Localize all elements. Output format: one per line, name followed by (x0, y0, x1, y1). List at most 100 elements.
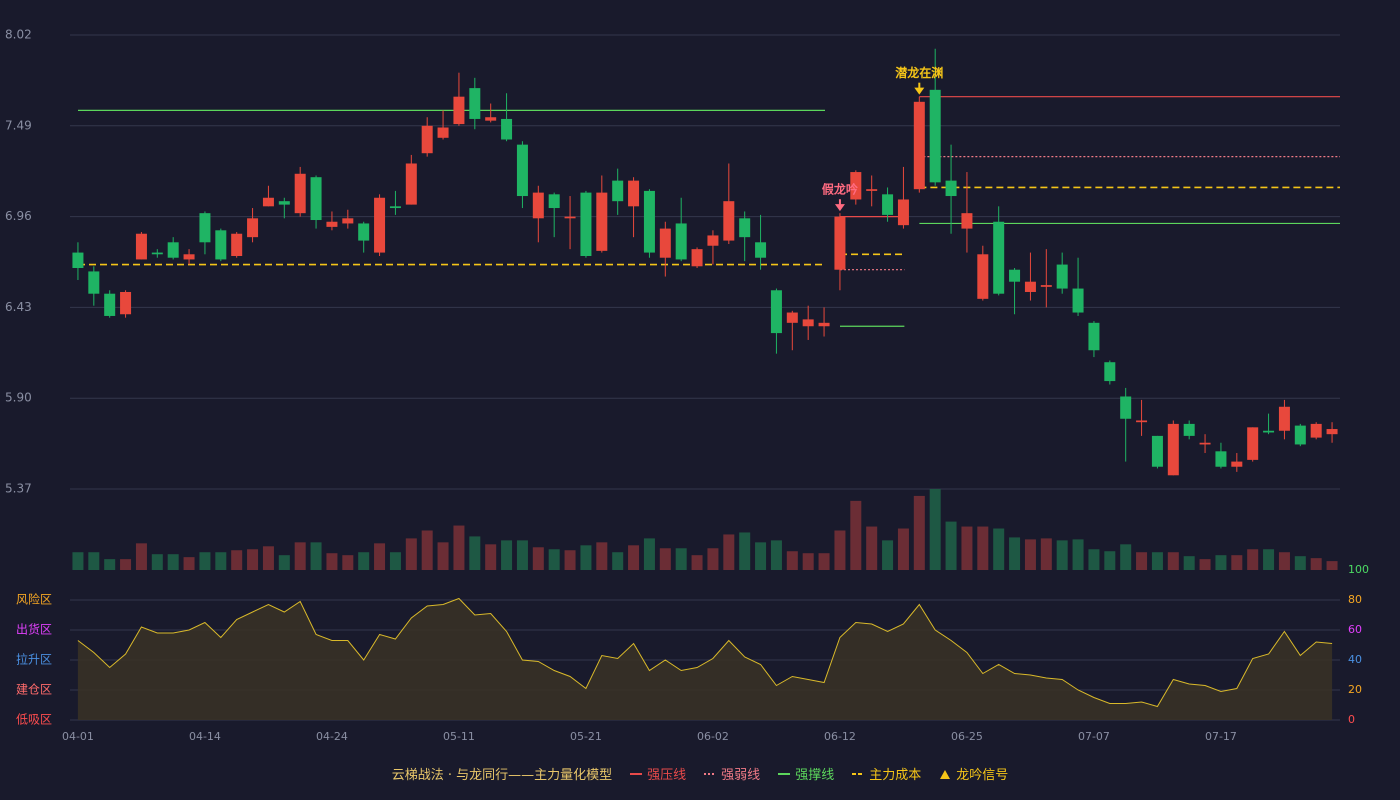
candle-body (215, 230, 227, 260)
candle-body (580, 192, 592, 257)
candle-body (612, 180, 624, 202)
volume-bar (1104, 551, 1116, 570)
signal-arrow (914, 87, 925, 95)
candle-body (389, 206, 401, 209)
volume-bar (913, 495, 925, 570)
volume-bar (691, 555, 703, 570)
y-tick-label: 0 (1348, 713, 1355, 726)
volume-bar (739, 532, 751, 570)
volume-bar (453, 525, 465, 570)
legend-label: 强弱线 (721, 768, 761, 783)
candle-body (104, 293, 116, 316)
candle-body (1294, 425, 1306, 445)
volume-bar (612, 552, 624, 570)
candle-body (516, 144, 528, 197)
volume-bar (643, 538, 655, 570)
legend-label: 龙吟信号 (956, 768, 1009, 783)
volume-bar (72, 552, 84, 570)
candle-body (1120, 396, 1132, 419)
candle-body (1151, 435, 1163, 467)
volume-bar (469, 536, 481, 570)
candle-body (1104, 362, 1116, 382)
volume-bar (882, 540, 894, 570)
legend-symbol (940, 769, 951, 779)
legend-item: 强撑线 (778, 764, 834, 783)
candle-body (247, 218, 259, 238)
candle-body (199, 213, 211, 243)
volume-bar (389, 552, 401, 570)
candle-body (151, 252, 163, 255)
legend-symbol (852, 772, 865, 775)
candle-body (596, 192, 608, 251)
candle-body (1326, 429, 1338, 435)
volume-bar (294, 542, 306, 570)
candle-body (1072, 288, 1084, 313)
candle-body (453, 96, 465, 125)
candle-body (802, 319, 814, 327)
candle-body (707, 235, 719, 246)
signal-label: 潜龙在渊 (895, 65, 943, 80)
volume-bar (485, 544, 497, 570)
volume-bar (723, 534, 735, 570)
volume-bar (167, 554, 179, 570)
x-tick-label: 04-01 (62, 730, 94, 743)
x-tick-label: 06-02 (697, 730, 729, 743)
candle-body (1040, 285, 1052, 287)
candle-body (278, 201, 290, 205)
y-tick-label: 80 (1348, 593, 1362, 606)
candle-body (691, 249, 703, 267)
volume-bar (231, 550, 243, 570)
x-tick-label: 05-11 (443, 730, 475, 743)
volume-bar (278, 555, 290, 570)
legend-item: 强压线 (630, 764, 686, 783)
candle-body (834, 216, 846, 270)
candle-body (405, 163, 417, 205)
signal-label: 假龙吟 (822, 182, 858, 197)
candle-body (945, 180, 957, 197)
volume-bar (1294, 556, 1306, 570)
volume-bar (866, 526, 878, 570)
volume-bar (1167, 552, 1179, 570)
legend-item: 龙吟信号 (939, 764, 1008, 783)
candle-body (1183, 423, 1195, 436)
volume-bar (1088, 549, 1100, 570)
candle-body (1136, 420, 1148, 423)
candle-body (1310, 423, 1322, 438)
volume-bar (151, 554, 163, 570)
candle-body (993, 221, 1005, 294)
volume-bar (247, 549, 259, 570)
volume-bar (1278, 552, 1290, 570)
y-tick-label: 6.96 (5, 209, 32, 223)
volume-bar (1040, 538, 1052, 570)
candle-body (675, 223, 687, 260)
volume-bar (659, 548, 671, 570)
candle-body (358, 223, 370, 241)
x-tick-label: 07-17 (1205, 730, 1237, 743)
oscillator-area (77, 598, 1333, 720)
candle-body (850, 172, 862, 200)
candle-body (310, 177, 322, 221)
candle-body (421, 125, 433, 154)
candle-body (786, 312, 798, 323)
candle-body (183, 254, 195, 260)
candle-body (167, 242, 179, 258)
x-tick-label: 06-25 (951, 730, 983, 743)
legend: 云梯战法 · 与龙同行——主力量化模型 强压线 强弱线 强撑线 主力成本 龙吟信号 (0, 764, 1400, 783)
volume-bar (262, 546, 274, 570)
volume-bar (977, 526, 989, 570)
volume-bar (358, 552, 370, 570)
volume-bar (1183, 556, 1195, 570)
volume-bar (1247, 549, 1259, 570)
volume-bar (1009, 537, 1021, 570)
volume-bar (1151, 552, 1163, 570)
candle-body (1167, 423, 1179, 476)
volume-bar (501, 540, 513, 570)
volume-bar (786, 551, 798, 570)
candle-body (135, 233, 147, 260)
volume-bar (421, 530, 433, 570)
candle-body (294, 173, 306, 214)
candle-body (326, 221, 338, 227)
volume-bar (564, 550, 576, 570)
